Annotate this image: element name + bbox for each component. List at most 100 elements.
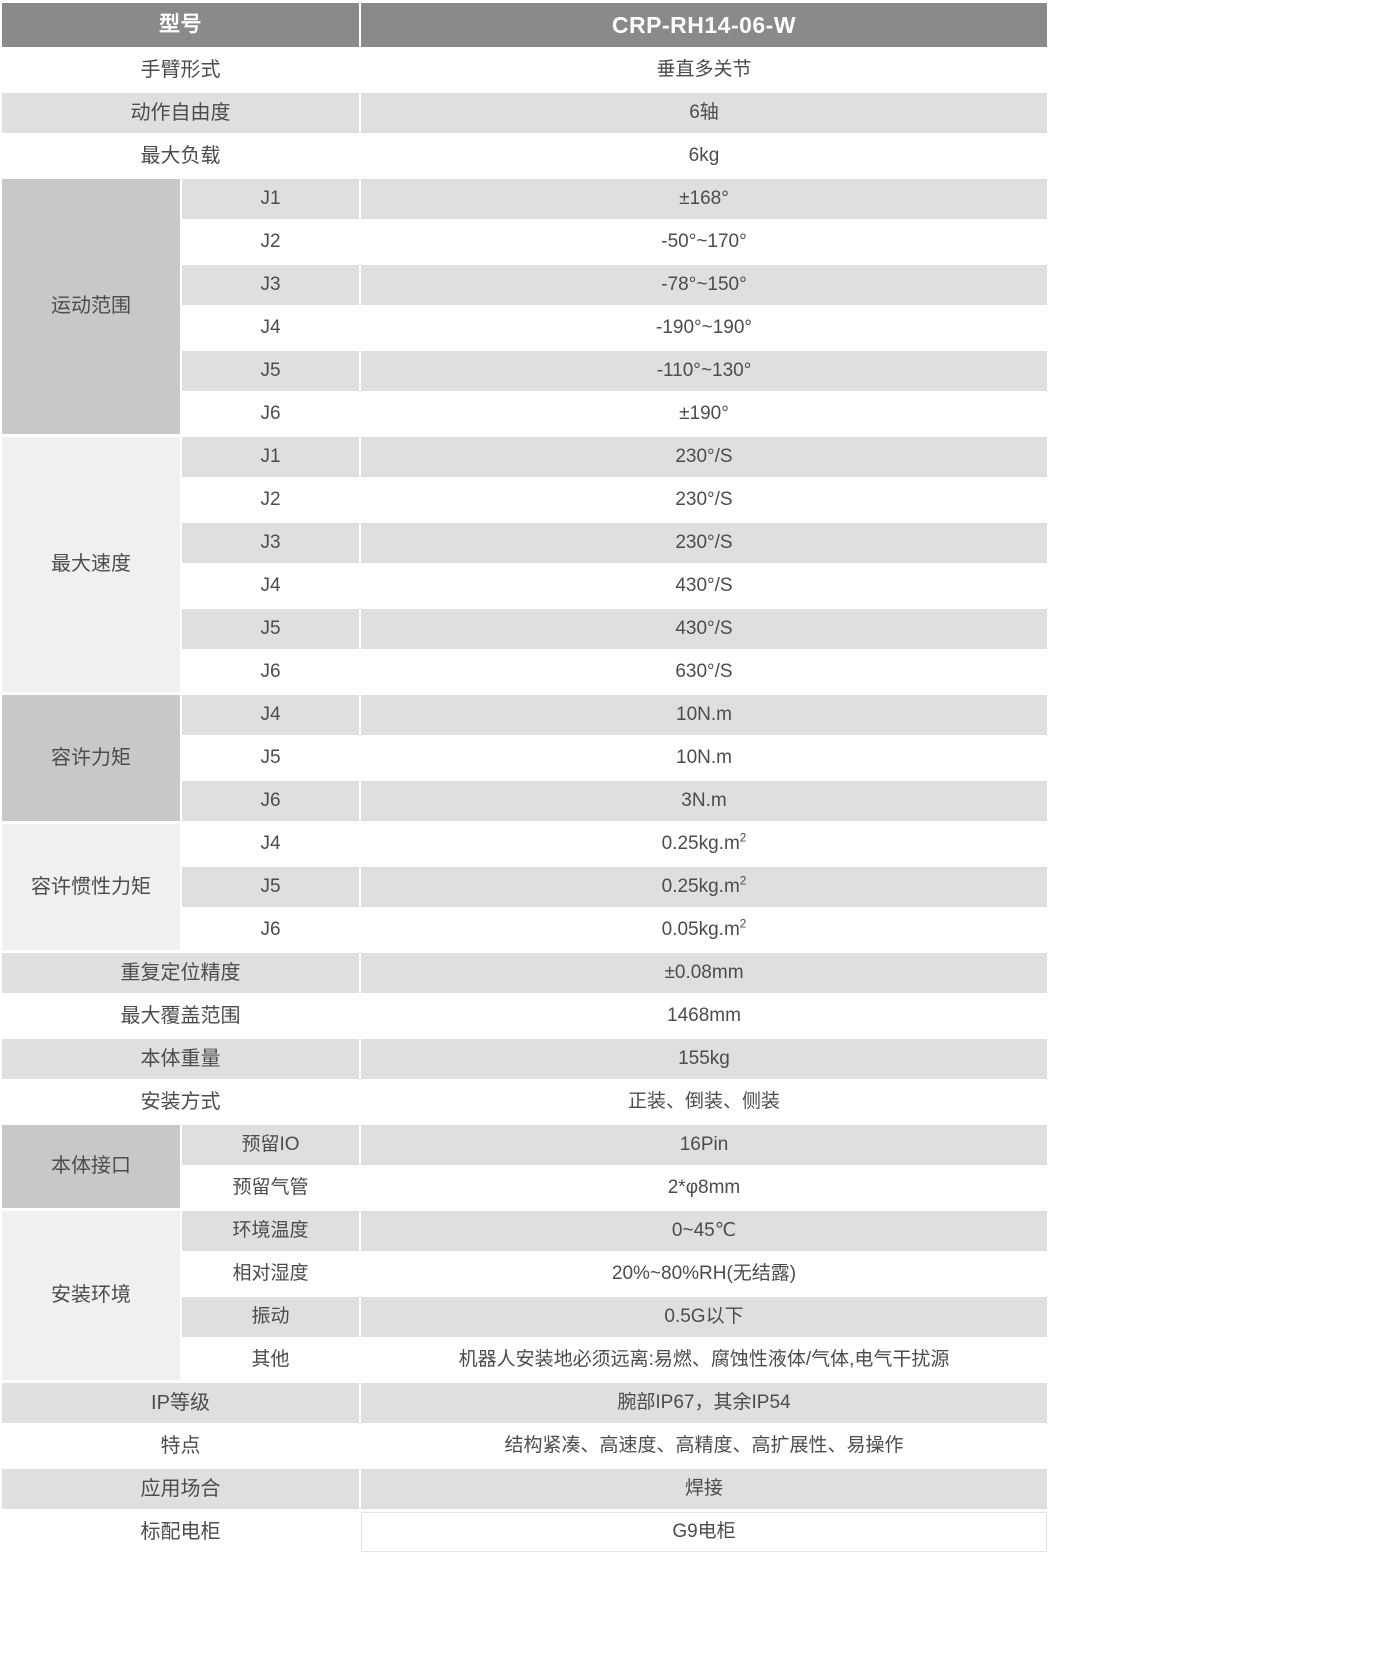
table-row: 最大负载 6kg (2, 136, 1047, 176)
install-env-item-name: 相对湿度 (182, 1254, 359, 1294)
table-row: IP等级 腕部IP67，其余IP54 (2, 1383, 1047, 1423)
table-row: 振动 0.5G以下 (2, 1297, 1047, 1337)
allowable-torque-axis: J6 (182, 781, 359, 821)
mounting-value: 正装、倒装、侧装 (361, 1082, 1047, 1122)
max-speed-axis: J5 (182, 609, 359, 649)
allowable-inertia-axis: J5 (182, 867, 359, 907)
features-value: 结构紧凑、高速度、高精度、高扩展性、易操作 (361, 1426, 1047, 1466)
inertia-exponent: 2 (739, 874, 747, 888)
table-row: J6 ±190° (2, 394, 1047, 434)
table-row: 标配电柜 G9电柜 (2, 1512, 1047, 1552)
table-row: 手臂形式 垂直多关节 (2, 50, 1047, 90)
max-speed-axis: J6 (182, 652, 359, 692)
arm-type-label: 手臂形式 (2, 50, 359, 90)
payload-label: 最大负载 (2, 136, 359, 176)
mounting-label: 安装方式 (2, 1082, 359, 1122)
motion-range-axis: J1 (182, 179, 359, 219)
payload-value: 6kg (361, 136, 1047, 176)
table-row: J6 630°/S (2, 652, 1047, 692)
max-speed-value: 430°/S (361, 566, 1047, 606)
allowable-inertia-value: 0.25kg.m2 (361, 824, 1047, 864)
max-speed-value: 230°/S (361, 480, 1047, 520)
table-header-row: 型号 CRP-RH14-06-W (2, 3, 1047, 47)
table-row: J4 430°/S (2, 566, 1047, 606)
allowable-torque-value: 10N.m (361, 695, 1047, 735)
install-env-item-value: 机器人安装地必须远离:易燃、腐蚀性液体/气体,电气干扰源 (361, 1340, 1047, 1380)
motion-range-axis: J5 (182, 351, 359, 391)
motion-range-value: -190°~190° (361, 308, 1047, 348)
reach-value: 1468mm (361, 996, 1047, 1036)
weight-value: 155kg (361, 1039, 1047, 1079)
table-row: 其他 机器人安装地必须远离:易燃、腐蚀性液体/气体,电气干扰源 (2, 1340, 1047, 1380)
body-interface-item-value: 16Pin (361, 1125, 1047, 1165)
max-speed-label: 最大速度 (2, 437, 180, 692)
motion-range-label: 运动范围 (2, 179, 180, 434)
table-row: 本体重量 155kg (2, 1039, 1047, 1079)
ip-rating-value: 腕部IP67，其余IP54 (361, 1383, 1047, 1423)
table-row: 应用场合 焊接 (2, 1469, 1047, 1509)
table-row: 安装环境 环境温度 0~45℃ (2, 1211, 1047, 1380)
body-interface-label: 本体接口 (2, 1125, 180, 1208)
table-row: J5 10N.m (2, 738, 1047, 778)
inertia-base: 0.25kg.m (661, 876, 740, 898)
dof-value: 6轴 (361, 93, 1047, 133)
install-env-item-name: 其他 (182, 1340, 359, 1380)
table-row: J2 -50°~170° (2, 222, 1047, 262)
body-interface-item-name: 预留IO (182, 1125, 359, 1165)
motion-range-axis: J6 (182, 394, 359, 434)
body-interface-item-name: 预留气管 (182, 1168, 359, 1208)
dof-label: 动作自由度 (2, 93, 359, 133)
application-value: 焊接 (361, 1469, 1047, 1509)
table-row: 预留气管 2*φ8mm (2, 1168, 1047, 1208)
max-speed-axis: J3 (182, 523, 359, 563)
features-label: 特点 (2, 1426, 359, 1466)
table-row: 相对湿度 20%~80%RH(无结露) (2, 1254, 1047, 1294)
table-row: 运动范围 J1 ±168° (2, 179, 1047, 434)
allowable-inertia-axis: J6 (182, 910, 359, 950)
table-row: 重复定位精度 ±0.08mm (2, 953, 1047, 993)
inertia-exponent: 2 (739, 917, 747, 931)
max-speed-value: 630°/S (361, 652, 1047, 692)
ip-rating-label: IP等级 (2, 1383, 359, 1423)
allowable-inertia-axis: J4 (182, 824, 359, 864)
install-env-label: 安装环境 (2, 1211, 180, 1380)
table-row: J3 -78°~150° (2, 265, 1047, 305)
motion-range-value: -50°~170° (361, 222, 1047, 262)
table-row: 动作自由度 6轴 (2, 93, 1047, 133)
allowable-torque-label: 容许力矩 (2, 695, 180, 821)
table-row: 容许力矩 J4 10N.m (2, 695, 1047, 821)
install-env-item-value: 0.5G以下 (361, 1297, 1047, 1337)
motion-range-axis: J3 (182, 265, 359, 305)
table-row: J6 0.05kg.m2 (2, 910, 1047, 950)
table-row: J5 430°/S (2, 609, 1047, 649)
motion-range-value: -78°~150° (361, 265, 1047, 305)
motion-range-axis: J2 (182, 222, 359, 262)
table-row: 最大覆盖范围 1468mm (2, 996, 1047, 1036)
install-env-item-name: 振动 (182, 1297, 359, 1337)
table-row: J6 3N.m (2, 781, 1047, 821)
max-speed-value: 230°/S (361, 523, 1047, 563)
install-env-item-value: 20%~80%RH(无结露) (361, 1254, 1047, 1294)
allowable-torque-value: 10N.m (361, 738, 1047, 778)
repeatability-label: 重复定位精度 (2, 953, 359, 993)
allowable-torque-axis: J5 (182, 738, 359, 778)
table-row: J4 -190°~190° (2, 308, 1047, 348)
table-row: 最大速度 J1 230°/S (2, 437, 1047, 692)
motion-range-value: -110°~130° (361, 351, 1047, 391)
robot-specification-table: 型号 CRP-RH14-06-W 手臂形式 垂直多关节 动作自由度 6轴 最大负… (2, 3, 1047, 1552)
inertia-base: 0.25kg.m (661, 833, 740, 855)
allowable-inertia-value: 0.05kg.m2 (361, 910, 1047, 950)
max-speed-value: 230°/S (361, 437, 1047, 477)
table-row: J5 0.25kg.m2 (2, 867, 1047, 907)
weight-label: 本体重量 (2, 1039, 359, 1079)
table-row: J2 230°/S (2, 480, 1047, 520)
allowable-inertia-value: 0.25kg.m2 (361, 867, 1047, 907)
cabinet-value: G9电柜 (361, 1512, 1047, 1552)
arm-type-value: 垂直多关节 (361, 50, 1047, 90)
table-row: 特点 结构紧凑、高速度、高精度、高扩展性、易操作 (2, 1426, 1047, 1466)
table-row: 安装方式 正装、倒装、侧装 (2, 1082, 1047, 1122)
table-row: 容许惯性力矩 J4 0.25kg.m2 (2, 824, 1047, 950)
header-model-label: 型号 (2, 3, 359, 47)
inertia-exponent: 2 (739, 831, 747, 845)
max-speed-axis: J1 (182, 437, 359, 477)
